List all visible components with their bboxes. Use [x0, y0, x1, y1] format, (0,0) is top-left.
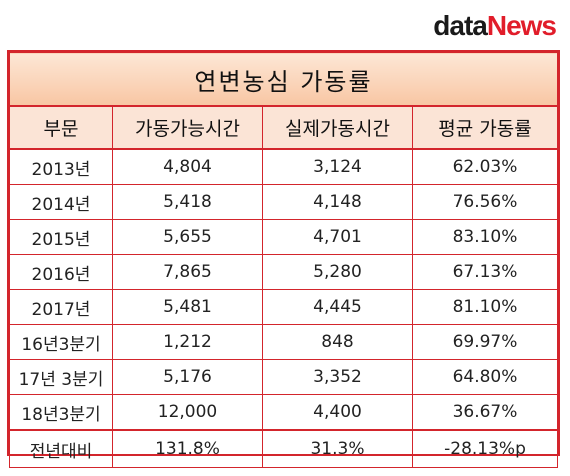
row-label: 2014년	[9, 184, 113, 220]
table-row: 2016년 7,865 5,280 67.13%	[9, 254, 558, 290]
table-cell: 81.10%	[412, 289, 558, 325]
row-label: 18년3분기	[9, 394, 113, 431]
table-cell: 5,655	[112, 219, 263, 255]
datanews-logo: data News	[433, 10, 557, 42]
table-cell: 1,212	[112, 324, 263, 360]
table-cell: 4,445	[262, 289, 413, 325]
table-cell: 31.3%	[262, 429, 413, 468]
table-cell: 5,418	[112, 184, 263, 220]
row-label: 16년3분기	[9, 324, 113, 360]
table-cell: 5,280	[262, 254, 413, 290]
table-row-comparison: 전년대비 131.8% 31.3% -28.13%p	[9, 429, 558, 468]
table-cell: 3,124	[262, 148, 413, 185]
row-label: 2017년	[9, 289, 113, 325]
table-row: 18년3분기 12,000 4,400 36.67%	[9, 394, 558, 431]
column-header: 평균 가동률	[412, 105, 558, 150]
table-cell: 69.97%	[412, 324, 558, 360]
table-cell: 848	[262, 324, 413, 360]
header-row: 부문 가동가능시간 실제가동시간 평균 가동률	[9, 105, 558, 150]
table-cell: 131.8%	[112, 429, 263, 468]
table-cell: 4,148	[262, 184, 413, 220]
table-row: 2014년 5,418 4,148 76.56%	[9, 184, 558, 220]
table-cell: 4,804	[112, 148, 263, 185]
row-label: 전년대비	[9, 429, 113, 468]
table-cell: 4,400	[262, 394, 413, 431]
table-container: 연변농심 가동률 부문 가동가능시간 실제가동시간 평균 가동률 2013년 4…	[7, 50, 560, 468]
table-cell: 4,701	[262, 219, 413, 255]
column-header: 부문	[9, 105, 113, 150]
table-cell: 76.56%	[412, 184, 558, 220]
table-cell: 3,352	[262, 359, 413, 395]
table-cell: 7,865	[112, 254, 263, 290]
table-row: 17년 3분기 5,176 3,352 64.80%	[9, 359, 558, 395]
table-cell: 67.13%	[412, 254, 558, 290]
row-label: 2016년	[9, 254, 113, 290]
table-row: 16년3분기 1,212 848 69.97%	[9, 324, 558, 360]
column-header: 실제가동시간	[262, 105, 413, 150]
row-label: 17년 3분기	[9, 359, 113, 395]
logo-text-news: News	[486, 10, 557, 41]
table-cell: 36.67%	[412, 394, 558, 431]
table-cell: 62.03%	[412, 148, 558, 185]
row-label: 2015년	[9, 219, 113, 255]
table-row: 2015년 5,655 4,701 83.10%	[9, 219, 558, 255]
table-row: 2017년 5,481 4,445 81.10%	[9, 289, 558, 325]
title-row: 연변농심 가동률	[9, 52, 558, 107]
column-header: 가동가능시간	[112, 105, 263, 150]
table-cell: 5,176	[112, 359, 263, 395]
table-cell: 12,000	[112, 394, 263, 431]
table-cell: 83.10%	[412, 219, 558, 255]
logo-text-data: data	[433, 10, 488, 41]
row-label: 2013년	[9, 148, 113, 185]
utilization-table: 연변농심 가동률 부문 가동가능시간 실제가동시간 평균 가동률 2013년 4…	[9, 52, 558, 468]
table-cell: -28.13%p	[412, 429, 558, 468]
table-cell: 5,481	[112, 289, 263, 325]
table-title: 연변농심 가동률	[9, 52, 558, 107]
table-row: 2013년 4,804 3,124 62.03%	[9, 148, 558, 185]
table-cell: 64.80%	[412, 359, 558, 395]
